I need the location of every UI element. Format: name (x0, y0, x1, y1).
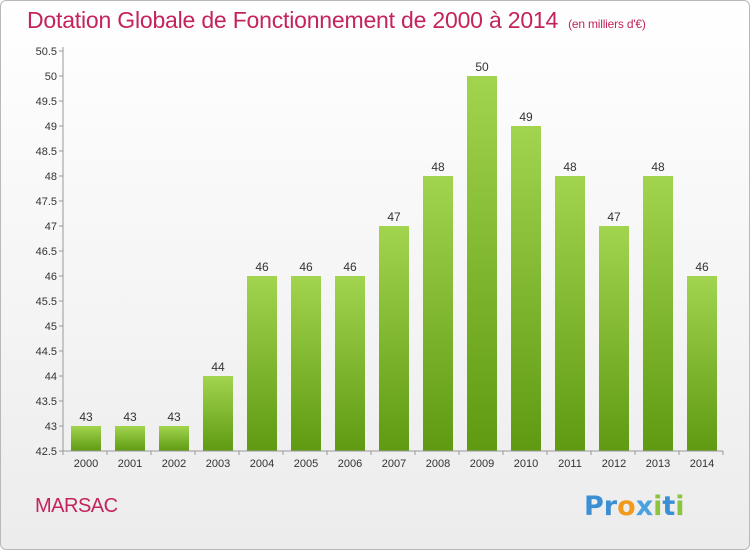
y-tick-label: 45 (45, 321, 57, 333)
y-tick-label: 43 (45, 421, 57, 433)
chart-title: Dotation Globale de Fonctionnement de 20… (27, 7, 646, 34)
bar-value-label: 47 (387, 210, 401, 224)
y-tick-label: 45.5 (36, 296, 57, 308)
bar-value-label: 46 (255, 260, 269, 274)
y-tick-label: 50 (45, 71, 57, 83)
x-tick-label: 2001 (118, 458, 142, 470)
y-tick-label: 44 (45, 371, 57, 383)
bar-value-label: 46 (695, 260, 709, 274)
y-tick-label: 42.5 (36, 446, 57, 458)
x-tick-label: 2007 (382, 458, 406, 470)
x-tick-label: 2004 (250, 458, 274, 470)
bar (203, 376, 233, 451)
bar-value-label: 47 (607, 210, 621, 224)
x-tick-label: 2009 (470, 458, 494, 470)
logo-letter: i (675, 491, 685, 522)
x-tick-label: 2013 (646, 458, 670, 470)
bar (379, 226, 409, 451)
y-tick-label: 48 (45, 171, 57, 183)
logo-letter: x (635, 491, 654, 522)
bar (335, 276, 365, 451)
bar-value-label: 48 (431, 160, 445, 174)
x-tick-label: 2006 (338, 458, 362, 470)
chart-title-text: Dotation Globale de Fonctionnement de 20… (27, 7, 559, 33)
x-tick-label: 2003 (206, 458, 230, 470)
bars-group: 43 43 43 44 46 46 46 47 48 50 49 48 47 48 46 (71, 60, 717, 451)
y-tick-label: 46.5 (36, 246, 57, 258)
proxiti-logo: Proxiti (584, 491, 685, 522)
chart-subtitle: (en milliers d'€) (568, 17, 646, 31)
bar (247, 276, 277, 451)
x-axis: 2000 2001 2002 2003 2004 2005 2006 2007 2008 2009… (62, 450, 724, 470)
city-name: MARSAC (35, 495, 118, 517)
bar (71, 426, 101, 451)
bar (423, 176, 453, 451)
bar (115, 426, 145, 451)
y-tick-label: 43.5 (36, 396, 57, 408)
bar (467, 76, 497, 451)
bar-value-label: 43 (123, 410, 137, 424)
bar-value-label: 50 (475, 60, 489, 74)
bar (511, 126, 541, 451)
x-tick-label: 2000 (74, 458, 98, 470)
x-tick-label: 2014 (690, 458, 714, 470)
bar (555, 176, 585, 451)
logo-letter: P (584, 491, 604, 522)
bar (599, 226, 629, 451)
logo-letter: r (603, 491, 618, 522)
bar (687, 276, 717, 451)
x-tick-label: 2012 (602, 458, 626, 470)
bar-value-label: 46 (299, 260, 313, 274)
bar-value-label: 43 (167, 410, 181, 424)
logo-letter: i (653, 491, 663, 522)
y-tick-label: 48.5 (36, 146, 57, 158)
bar (159, 426, 189, 451)
y-tick-label: 47 (45, 221, 57, 233)
y-tick-label: 47.5 (36, 196, 57, 208)
x-tick-label: 2002 (162, 458, 186, 470)
y-tick-label: 46 (45, 271, 57, 283)
logo-letter: o (617, 491, 636, 522)
bar-value-label: 43 (79, 410, 93, 424)
y-tick-label: 50.5 (36, 46, 57, 58)
y-tick-label: 49 (45, 121, 57, 133)
x-tick-label: 2008 (426, 458, 450, 470)
bar-value-label: 49 (519, 110, 533, 124)
y-axis: 42.5 43 43.5 44 44.5 45 45.5 46 46.5 47 47.5 48 48.5… (36, 46, 64, 458)
x-tick-label: 2011 (558, 458, 582, 470)
y-tick-label: 49.5 (36, 96, 57, 108)
bar (291, 276, 321, 451)
logo-letter: t (662, 491, 676, 522)
bar-value-label: 48 (651, 160, 665, 174)
bar-value-label: 44 (211, 360, 225, 374)
x-tick-label: 2010 (514, 458, 538, 470)
bar (643, 176, 673, 451)
x-tick-label: 2005 (294, 458, 318, 470)
bar-value-label: 48 (563, 160, 577, 174)
y-tick-label: 44.5 (36, 346, 57, 358)
bar-value-label: 46 (343, 260, 357, 274)
